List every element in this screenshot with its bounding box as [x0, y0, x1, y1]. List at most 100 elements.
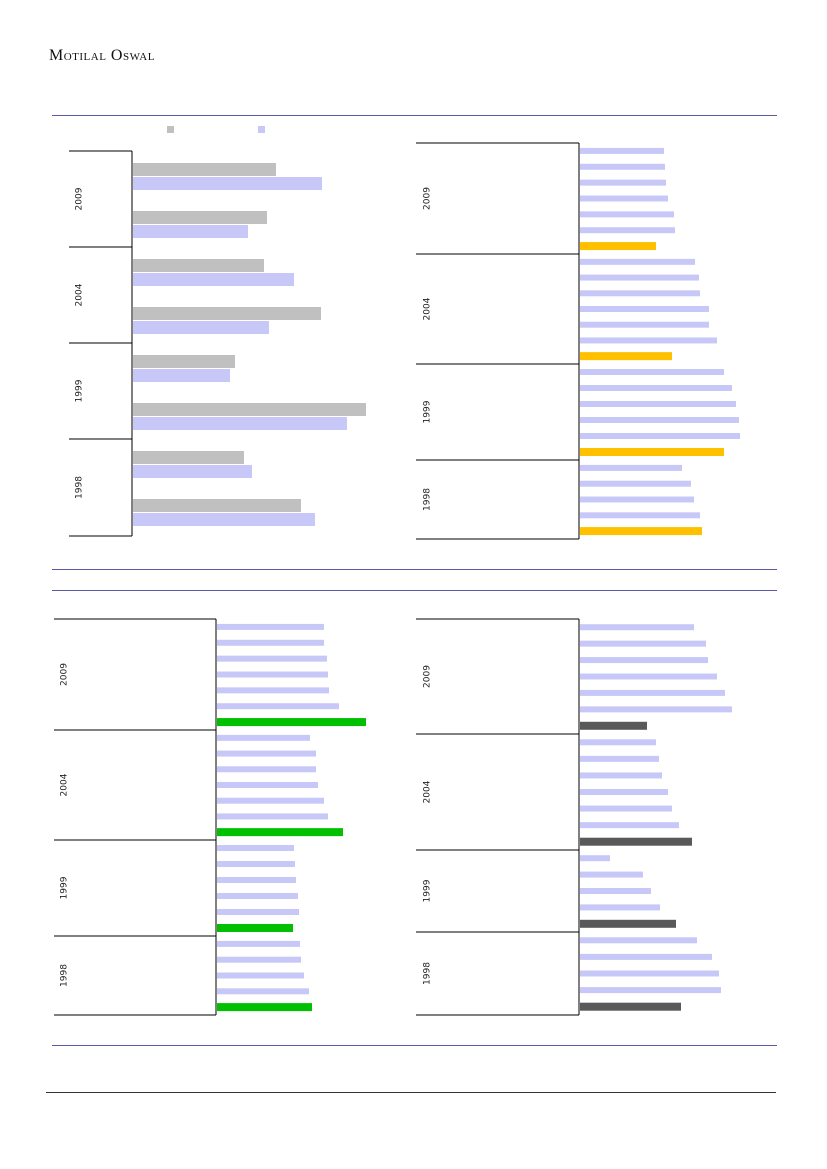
- chart4-year-label: 1999: [423, 879, 433, 902]
- chart2-bar-highlight: [580, 352, 672, 361]
- chart3-bar: [217, 671, 328, 678]
- chart2-bar: [580, 337, 717, 344]
- chart2-bar-highlight: [580, 242, 656, 251]
- chart2-bar: [580, 306, 709, 312]
- motilal-oswal-logo: Motilal Oswal: [49, 47, 155, 64]
- chart4-bar-highlight: [580, 1002, 681, 1011]
- bottom-rule: [52, 1045, 777, 1046]
- chart2-bar: [580, 321, 709, 328]
- chart1-bar-lavender: [133, 369, 230, 382]
- chart3-bar: [217, 797, 324, 804]
- chart4-bar: [580, 822, 679, 829]
- chart3-year-label: 1999: [60, 876, 70, 899]
- chart1-bar-grey: [133, 403, 366, 416]
- chart4-bar-highlight: [580, 837, 692, 846]
- chart3-bar-highlight: [217, 924, 293, 932]
- chart4-bar-highlight: [580, 721, 647, 730]
- mid-rule-1: [52, 569, 777, 570]
- chart4-bar: [580, 706, 732, 713]
- mid-rule-2: [52, 590, 777, 591]
- chart3-bar: [217, 639, 324, 646]
- chart4-bar: [580, 970, 719, 977]
- legend-swatch-lavender: [258, 126, 265, 133]
- chart2-bar: [580, 274, 699, 281]
- chart4-bar: [580, 888, 651, 894]
- chart4-year-label: 1998: [423, 962, 433, 985]
- chart1-bar-lavender: [133, 417, 347, 430]
- chart3-bar: [217, 766, 316, 773]
- chart1-bar-lavender: [133, 321, 269, 334]
- chart1-bar-grey: [133, 163, 276, 176]
- chart2-bar: [580, 496, 694, 503]
- chart2-bar: [580, 417, 739, 423]
- chart2-bar: [580, 290, 700, 297]
- chart4-bar: [580, 805, 672, 812]
- chart4-bar: [580, 855, 610, 862]
- chart2-bar: [580, 211, 674, 218]
- chart1-bar-lavender: [133, 513, 315, 526]
- chart1-bar-lavender: [133, 273, 294, 286]
- chart3-bar-highlight: [217, 1003, 312, 1012]
- chart2-bar: [580, 464, 682, 471]
- chart2-bar: [580, 147, 664, 154]
- chart1-bar-lavender: [133, 177, 322, 190]
- footer-rule: [46, 1092, 776, 1093]
- chart4-bar: [580, 987, 721, 994]
- chart3-bar: [217, 623, 324, 630]
- chart2-bar-highlight: [580, 448, 724, 456]
- chart1-year-label: 1999: [75, 379, 85, 402]
- chart4-bar: [580, 673, 717, 680]
- chart2-year-label: 1998: [423, 488, 433, 511]
- chart2-bar: [580, 480, 691, 487]
- chart3-bar-highlight: [217, 828, 343, 837]
- chart2-year-label: 2004: [423, 297, 433, 320]
- chart4-bar: [580, 689, 725, 696]
- chart4-bar: [580, 624, 694, 631]
- chart3-bar: [217, 956, 301, 963]
- chart3-bar: [217, 972, 304, 979]
- chart1-bar-grey: [133, 355, 235, 368]
- chart3-bar: [217, 988, 309, 995]
- chart3-year-label: 1998: [60, 964, 70, 987]
- chart3-year-label: 2004: [60, 773, 70, 796]
- chart3-bar: [217, 893, 298, 899]
- chart4-bar: [580, 640, 706, 647]
- chart2-bar: [580, 401, 736, 407]
- chart1-bar-grey: [133, 259, 264, 272]
- chart1-year-label: 1998: [75, 476, 85, 499]
- chart2-bar: [580, 163, 665, 170]
- chart1-bar-grey: [133, 307, 321, 320]
- chart3-bar: [217, 909, 299, 915]
- top-rule-1: [52, 115, 777, 116]
- chart1-year-label: 2009: [75, 187, 85, 210]
- chart2-bar: [580, 512, 700, 519]
- chart3-bar: [217, 861, 295, 867]
- chart4-bar: [580, 871, 643, 878]
- chart3-bar: [217, 845, 294, 851]
- chart1-bar-lavender: [133, 465, 252, 478]
- chart1-bar-lavender: [133, 225, 248, 238]
- chart3-bar: [217, 655, 327, 662]
- chart2-bar: [580, 385, 732, 391]
- chart2-year-label: 2009: [423, 187, 433, 210]
- chart4-bar: [580, 657, 708, 664]
- chart4-year-label: 2009: [423, 665, 433, 688]
- chart2-year-label: 1999: [423, 400, 433, 423]
- chart1-bar-grey: [133, 451, 244, 464]
- chart4-bar: [580, 937, 697, 944]
- chart4-bar: [580, 772, 662, 779]
- chart3-bar: [217, 940, 300, 947]
- chart4-bar: [580, 904, 660, 911]
- legend-swatch-grey: [167, 126, 174, 133]
- chart2-bar: [580, 258, 695, 265]
- chart2-bar: [580, 369, 724, 375]
- chart2-bar-highlight: [580, 527, 702, 536]
- chart2-bar: [580, 195, 668, 202]
- chart4-bar: [580, 953, 712, 960]
- chart2-bar: [580, 179, 666, 186]
- chart3-bar: [217, 687, 329, 694]
- chart1-year-label: 2004: [75, 283, 85, 306]
- chart3-bar: [217, 734, 310, 741]
- chart4-year-label: 2004: [423, 780, 433, 803]
